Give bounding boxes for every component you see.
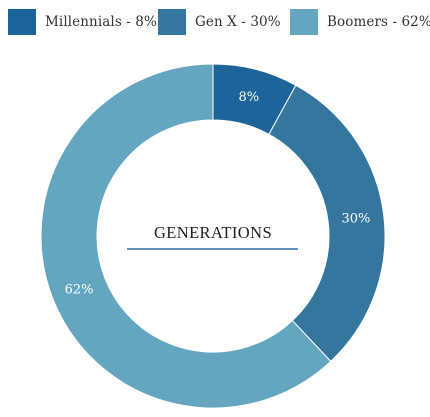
slice-label-millennials: 8%: [238, 90, 259, 105]
legend-item-boomers[interactable]: Boomers - 62%: [290, 8, 430, 36]
chart-legend: Millennials - 8% Gen X - 30% Boomers - 6…: [8, 8, 430, 36]
legend-swatch-millennials: [8, 9, 36, 35]
legend-swatch-boomers: [290, 9, 318, 35]
legend-label-millennials: Millennials - 8%: [45, 14, 157, 30]
donut-slice-gen-x[interactable]: [268, 84, 386, 363]
slice-label-boomers: 62%: [65, 283, 94, 298]
legend-label-boomers: Boomers - 62%: [327, 14, 430, 30]
legend-swatch-gen-x: [158, 9, 186, 35]
legend-item-millennials[interactable]: Millennials - 8%: [8, 8, 157, 36]
legend-label-gen-x: Gen X - 30%: [195, 14, 281, 30]
slice-label-gen-x: 30%: [341, 212, 370, 227]
chart-title: GENERATIONS: [154, 223, 272, 242]
donut-slices: [40, 63, 386, 409]
legend-item-gen-x[interactable]: Gen X - 30%: [158, 8, 281, 36]
donut-slice-labels: 8% 30% 62%: [65, 90, 371, 298]
donut-slice-boomers[interactable]: [40, 63, 332, 409]
